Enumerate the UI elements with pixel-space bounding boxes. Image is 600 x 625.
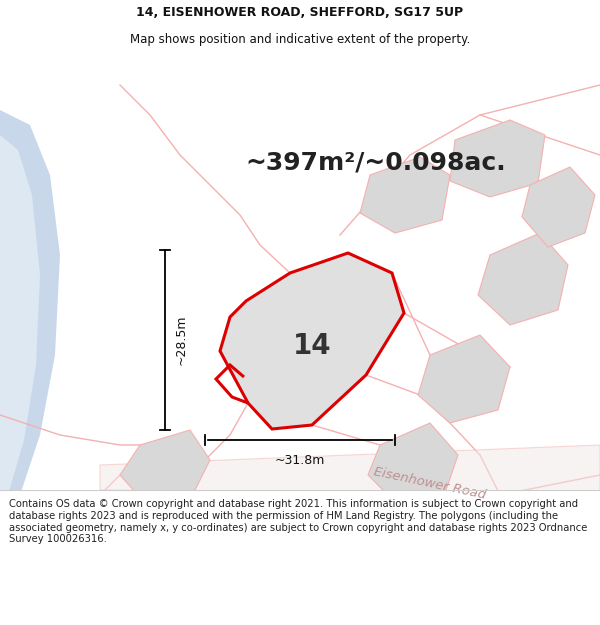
- Polygon shape: [0, 110, 60, 495]
- Polygon shape: [220, 253, 404, 429]
- Text: 14: 14: [293, 331, 332, 359]
- Polygon shape: [0, 135, 40, 495]
- Polygon shape: [418, 335, 510, 423]
- Polygon shape: [360, 157, 450, 233]
- Text: ~397m²/~0.098ac.: ~397m²/~0.098ac.: [245, 150, 506, 174]
- Polygon shape: [368, 423, 458, 503]
- Text: Map shows position and indicative extent of the property.: Map shows position and indicative extent…: [130, 33, 470, 46]
- Text: ~28.5m: ~28.5m: [175, 315, 188, 365]
- Polygon shape: [522, 167, 595, 247]
- Text: Eisenhower Road: Eisenhower Road: [373, 465, 487, 501]
- Text: ~31.8m: ~31.8m: [275, 454, 325, 467]
- Polygon shape: [450, 120, 545, 197]
- Text: 14, EISENHOWER ROAD, SHEFFORD, SG17 5UP: 14, EISENHOWER ROAD, SHEFFORD, SG17 5UP: [136, 6, 464, 19]
- Polygon shape: [100, 445, 600, 495]
- Text: Contains OS data © Crown copyright and database right 2021. This information is : Contains OS data © Crown copyright and d…: [9, 499, 587, 544]
- Polygon shape: [478, 233, 568, 325]
- Polygon shape: [120, 430, 210, 503]
